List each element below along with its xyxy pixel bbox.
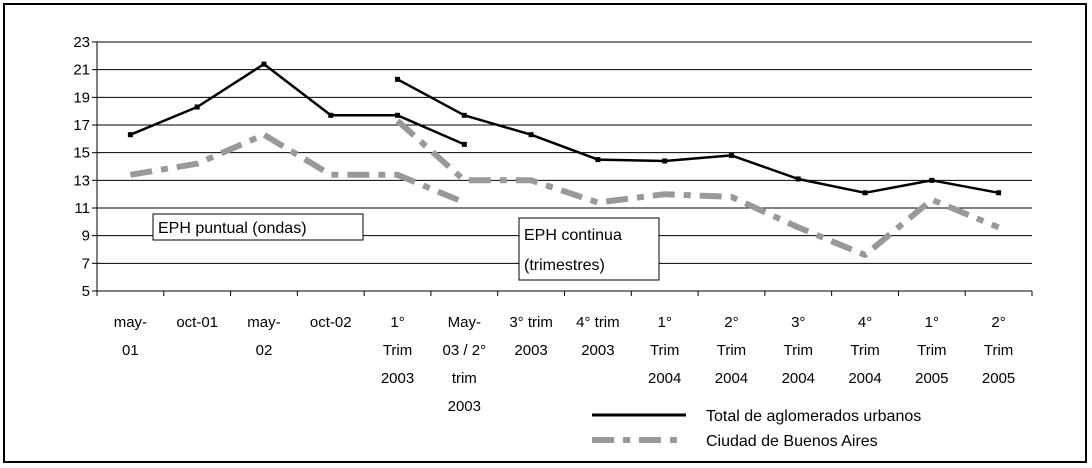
x-tick-label: 2° (724, 314, 738, 331)
data-point (662, 158, 668, 164)
x-tick-label: 2004 (848, 370, 881, 387)
x-tick-label: May- (448, 314, 481, 331)
y-tick-label: 5 (82, 283, 90, 300)
data-point (795, 176, 801, 182)
y-tick-label: 19 (73, 89, 90, 106)
x-tick-label: 01 (122, 342, 139, 359)
data-point (461, 112, 467, 118)
y-tick-label: 13 (73, 172, 90, 189)
data-point (528, 132, 534, 138)
annotation-continua-line1: EPH continua (524, 227, 622, 244)
y-tick-label: 7 (82, 255, 90, 272)
x-tick-label: 1° (925, 314, 939, 331)
annotation-puntual: EPH puntual (ondas) (152, 213, 364, 241)
x-tick-label: oct-01 (176, 314, 218, 331)
x-tick-label: 2003 (448, 398, 481, 415)
x-tick-label: 02 (256, 342, 273, 359)
x-tick-label: 3° trim (509, 314, 553, 331)
data-point (929, 177, 935, 183)
x-tick-label: 2004 (715, 370, 748, 387)
annotation-puntual-text: EPH puntual (ondas) (158, 220, 307, 237)
x-tick-label: 2004 (648, 370, 681, 387)
annotation-continua: EPH continua (trimestres) (518, 217, 660, 281)
x-axis-ticks: may- 01 oct-01 may- 02 oct-02 1° Trim 2003 May- 03… (96, 291, 1033, 415)
x-tick-label: 2005 (982, 370, 1015, 387)
series-line-caba (395, 118, 1000, 258)
x-tick-label: 4° (858, 314, 872, 331)
data-point (395, 112, 401, 118)
data-point (595, 157, 601, 163)
data-point (728, 152, 734, 158)
y-tick-label: 11 (74, 200, 90, 217)
y-tick-label: 9 (82, 228, 90, 245)
data-point (261, 61, 267, 67)
legend-label-caba: Ciudad de Buenos Aires (706, 433, 878, 450)
series-line-caba (129, 131, 466, 206)
y-tick-label: 17 (73, 117, 90, 134)
x-tick-label: may- (114, 314, 147, 331)
y-tick-label: 23 (73, 34, 90, 51)
data-point (127, 132, 133, 138)
x-tick-label: 2003 (514, 342, 547, 359)
x-tick-label: Trim (650, 342, 679, 359)
x-tick-label: 2003 (381, 370, 414, 387)
data-point (328, 112, 334, 118)
x-tick-label: 3° (791, 314, 805, 331)
x-tick-label: trim (452, 370, 477, 387)
data-point (862, 190, 868, 196)
x-tick-label: 1° (658, 314, 672, 331)
x-tick-label: Trim (984, 342, 1013, 359)
data-point (395, 76, 401, 82)
x-tick-label: Trim (917, 342, 946, 359)
x-tick-label: 03 / 2° (443, 342, 487, 359)
legend-label-total: Total de aglomerados urbanos (706, 408, 921, 425)
x-tick-label: Trim (383, 342, 412, 359)
data-point (461, 141, 467, 147)
x-tick-label: 1° (390, 314, 404, 331)
y-tick-label: 21 (73, 62, 90, 79)
x-tick-label: 2004 (782, 370, 815, 387)
y-axis-ticks: 5 7 9 11 13 15 17 19 21 23 (73, 34, 97, 300)
x-tick-label: oct-02 (310, 314, 352, 331)
x-tick-label: may- (247, 314, 280, 331)
series-line-total (396, 78, 999, 195)
x-tick-label: 4° trim (576, 314, 620, 331)
legend: Total de aglomerados urbanos Ciudad de B… (592, 408, 921, 450)
series-lines (127, 61, 1002, 258)
x-tick-label: 2° (991, 314, 1005, 331)
x-tick-label: 2005 (915, 370, 948, 387)
y-tick-label: 15 (73, 145, 90, 162)
x-tick-label: Trim (850, 342, 879, 359)
x-tick-label: 2003 (581, 342, 614, 359)
data-point (996, 190, 1002, 196)
x-tick-label: Trim (784, 342, 813, 359)
annotation-continua-line2: (trimestres) (524, 257, 605, 274)
data-point (194, 104, 200, 110)
series-line-total (129, 62, 465, 146)
x-tick-label: Trim (717, 342, 746, 359)
